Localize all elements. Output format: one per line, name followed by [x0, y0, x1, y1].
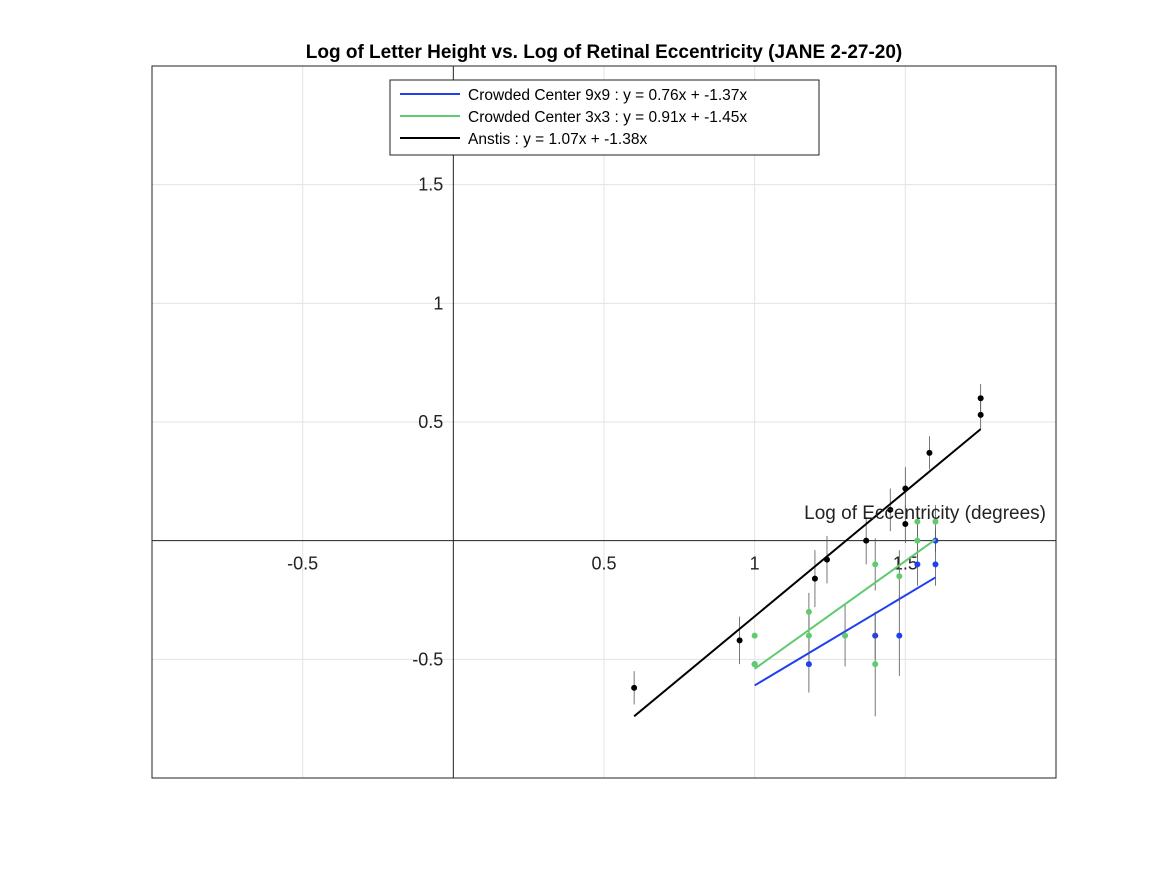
data-point	[932, 561, 939, 568]
data-point	[751, 632, 758, 639]
legend-entry: Crowded Center 3x3 : y = 0.91x + -1.45x	[468, 109, 747, 126]
y-tick-label: 0.5	[418, 412, 443, 432]
data-point	[887, 506, 894, 513]
legend: Crowded Center 9x9 : y = 0.76x + -1.37x C…	[389, 79, 820, 156]
data-point	[872, 561, 879, 568]
data-point	[896, 573, 903, 580]
data-point	[842, 632, 849, 639]
data-point	[914, 561, 921, 568]
legend-entry: Anstis : y = 1.07x + -1.38x	[468, 131, 647, 148]
data-point	[896, 632, 903, 639]
data-point	[805, 661, 812, 668]
data-point	[811, 575, 818, 582]
legend-entry: Crowded Center 9x9 : y = 0.76x + -1.37x	[468, 87, 747, 104]
x-tick-label: 0.5	[591, 554, 616, 574]
data-point	[902, 485, 909, 492]
data-point	[805, 608, 812, 615]
data-point	[977, 411, 984, 418]
data-point	[932, 518, 939, 525]
x-tick-label: 1	[750, 554, 760, 574]
data-point	[926, 449, 933, 456]
y-tick-label: 1.5	[418, 175, 443, 195]
data-point	[631, 684, 638, 691]
x-tick-label: -0.5	[287, 554, 318, 574]
x-axis-label: Log of Eccentricity (degrees)	[804, 503, 1046, 524]
data-point	[872, 661, 879, 668]
data-point	[902, 521, 909, 528]
data-point	[823, 556, 830, 563]
data-point	[751, 661, 758, 668]
fit-line	[754, 538, 937, 670]
fit-line	[633, 428, 982, 718]
data-point	[914, 518, 921, 525]
data-point	[805, 632, 812, 639]
axes-border	[151, 65, 1057, 779]
data-point	[914, 537, 921, 544]
y-tick-label: 1	[433, 293, 443, 313]
plot-area: -0.5 0.5 1 1.5 -0.5 0.5 1 1.5	[151, 65, 1057, 779]
data-point	[977, 395, 984, 402]
data-point	[863, 537, 870, 544]
y-tick-label: -0.5	[412, 649, 443, 669]
chart-title: Log of Letter Height vs. Log of Retinal …	[306, 42, 903, 63]
x-tick-label: 1.5	[893, 554, 918, 574]
legend-box	[389, 79, 820, 156]
data-point	[736, 637, 743, 644]
